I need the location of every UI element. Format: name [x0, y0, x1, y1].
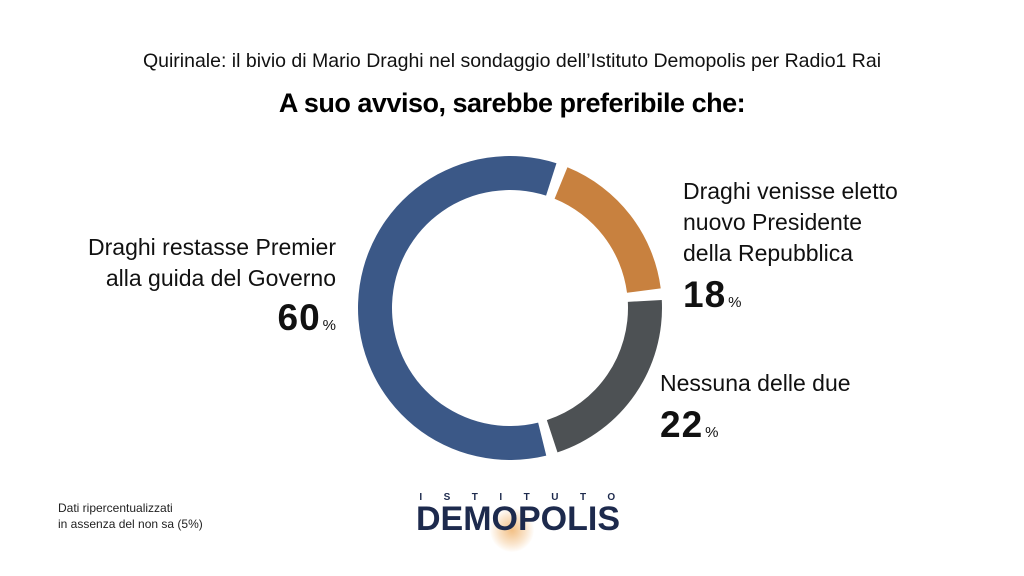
- donut-slice-premier: [357, 155, 557, 460]
- logo-main-text: DEMOPOLIS: [415, 500, 621, 538]
- logo-glow-icon: [490, 508, 534, 552]
- slice-value: 22: [660, 404, 704, 445]
- donut-slice-presidente: [554, 167, 661, 293]
- slice-value: 18: [683, 274, 727, 315]
- slice-label-presidente: Draghi venisse eletto nuovo Presidente d…: [683, 176, 983, 323]
- donut-chart: [357, 155, 662, 460]
- slice-label-line: alla guida del Governo: [105, 265, 336, 291]
- slice-label-line: della Repubblica: [683, 240, 854, 266]
- logo-main-wrap: DEMOPOLIS: [378, 500, 658, 552]
- chart-title: Quirinale: il bivio di Mario Draghi nel …: [142, 50, 882, 72]
- demopolis-logo: ISTITUTO DEMOPOLIS: [378, 492, 658, 552]
- slice-label-line: Draghi venisse eletto: [683, 178, 898, 204]
- slice-label-line: nuovo Presidente: [683, 209, 863, 235]
- percent-sign: %: [322, 317, 336, 334]
- chart-subtitle: A suo avviso, sarebbe preferibile che:: [278, 88, 746, 118]
- percent-sign: %: [728, 294, 742, 311]
- footnote-line: in assenza del non sa (5%): [58, 517, 203, 531]
- logo-top-text: ISTITUTO: [419, 492, 637, 503]
- donut-slice-nessuna: [546, 300, 662, 453]
- footnote-line: Dati ripercentualizzati: [58, 501, 173, 515]
- slice-label-nessuna: Nessuna delle due 22%: [660, 368, 960, 453]
- slice-label-line: Draghi restasse Premier: [88, 234, 336, 260]
- slice-label-premier: Draghi restasse Premier alla guida del G…: [16, 232, 336, 346]
- slice-value: 60: [277, 297, 321, 338]
- footnote: Dati ripercentualizzati in assenza del n…: [58, 500, 203, 532]
- percent-sign: %: [705, 424, 719, 441]
- slice-label-line: Nessuna delle due: [660, 370, 851, 396]
